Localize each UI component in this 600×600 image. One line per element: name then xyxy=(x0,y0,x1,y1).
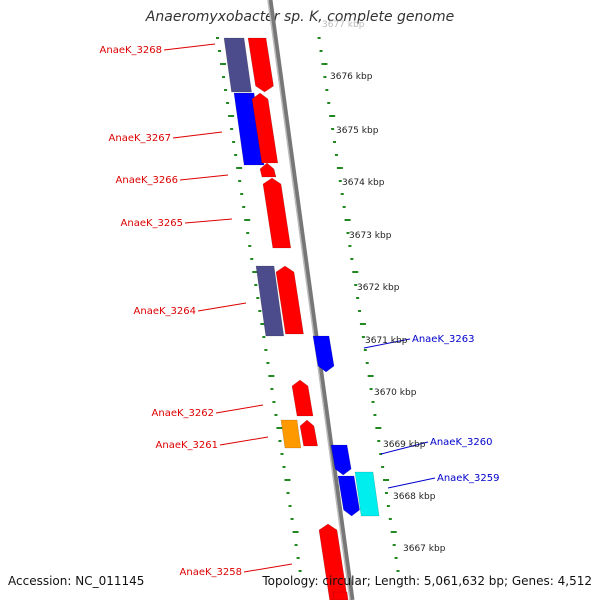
gene-arrow xyxy=(280,419,302,449)
scale-label: 3668 kbp xyxy=(393,492,436,502)
gene-label: AnaeK_3261 xyxy=(156,440,218,451)
gene-features xyxy=(223,37,380,600)
gene-arrow xyxy=(330,444,352,476)
gene-arrow xyxy=(262,177,292,249)
gene-arrow xyxy=(259,162,277,178)
leader-line xyxy=(197,302,247,312)
gene-arrow xyxy=(251,92,279,164)
leader-line xyxy=(184,218,233,224)
right-tick-track xyxy=(317,37,400,572)
scale-label: 3670 kbp xyxy=(374,388,417,398)
scale-label: 3675 kbp xyxy=(336,126,379,136)
gene-arrow xyxy=(318,523,348,600)
gene-label: AnaeK_3264 xyxy=(134,306,196,317)
scale-label: 3672 kbp xyxy=(357,283,400,293)
scale-label: 3677 kbp xyxy=(322,20,365,30)
leader-line xyxy=(215,404,264,414)
map-title: Anaeromyxobacter sp. K, complete genome xyxy=(145,9,455,25)
leader-line xyxy=(380,441,429,455)
gene-arrow xyxy=(275,265,304,335)
gene-label: AnaeK_3267 xyxy=(109,133,171,144)
gene-labels: AnaeK_3268 AnaeK_3267 AnaeK_3266 AnaeK_3265… xyxy=(100,45,500,578)
summary-text: Topology: circular; Length: 5,061,632 bp… xyxy=(262,574,592,588)
gene-arrow xyxy=(247,37,274,93)
gene-label: AnaeK_3263 xyxy=(412,334,474,345)
leader-line xyxy=(219,436,269,446)
gene-arrow xyxy=(332,591,349,600)
scale-label: 3676 kbp xyxy=(330,72,373,82)
gene-label: AnaeK_3265 xyxy=(121,218,183,229)
gene-arrow xyxy=(233,92,265,166)
accession-text: Accession: NC_011145 xyxy=(8,574,145,588)
gene-arrow xyxy=(354,471,380,517)
gene-label: AnaeK_3259 xyxy=(437,473,499,484)
leader-line xyxy=(387,477,436,489)
gene-label: AnaeK_3268 xyxy=(100,45,162,56)
gene-arrow xyxy=(255,265,285,337)
label-leaders xyxy=(163,43,436,573)
gene-label: AnaeK_3260 xyxy=(430,437,492,448)
gene-label: AnaeK_3262 xyxy=(152,408,214,419)
scale-label: 3673 kbp xyxy=(349,231,392,241)
leader-line xyxy=(243,563,293,573)
gene-arrow xyxy=(223,37,252,93)
scale-labels: 3677 kbp 3676 kbp 3675 kbp 3674 kbp 3673 kbp… xyxy=(322,20,446,554)
gene-arrow xyxy=(312,335,335,373)
scale-label: 3667 kbp xyxy=(403,544,446,554)
leader-line xyxy=(163,43,216,51)
gene-arrow xyxy=(299,419,318,447)
gene-label: AnaeK_3258 xyxy=(180,567,242,578)
leader-line xyxy=(172,131,223,139)
scale-label: 3671 kbp xyxy=(365,336,408,346)
scale-label: 3674 kbp xyxy=(342,178,385,188)
gene-arrow xyxy=(337,475,360,517)
leader-line xyxy=(363,338,411,349)
gene-arrow xyxy=(291,379,314,417)
gene-label: AnaeK_3266 xyxy=(116,175,178,186)
genome-axis xyxy=(267,0,355,600)
leader-line xyxy=(179,174,229,181)
scale-label: 3669 kbp xyxy=(383,440,426,450)
